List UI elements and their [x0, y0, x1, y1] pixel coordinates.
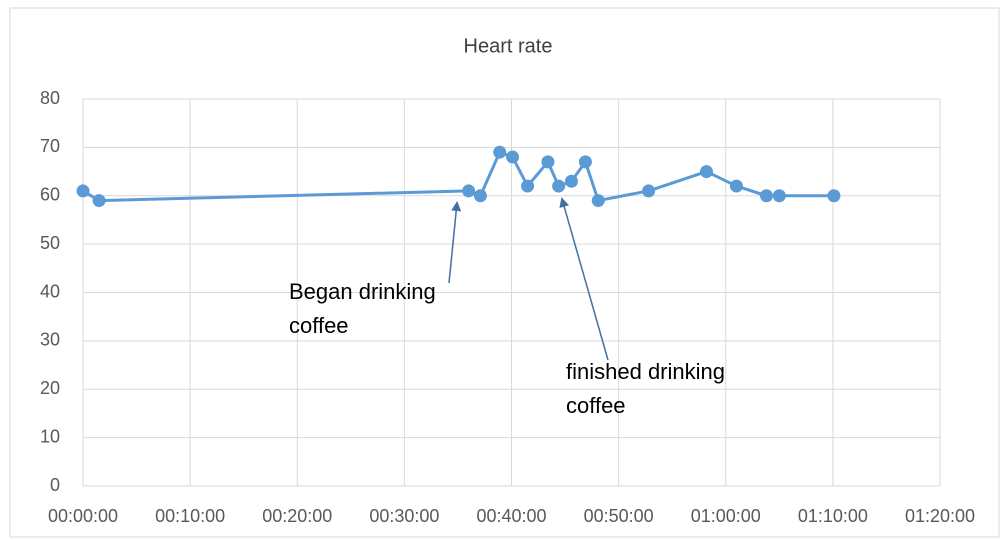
y-tick-label: 80 [40, 88, 60, 108]
x-tick-label: 01:10:00 [798, 506, 868, 526]
data-point [729, 179, 743, 193]
y-tick-label: 40 [40, 281, 60, 301]
data-point [578, 155, 592, 169]
data-point [506, 150, 520, 164]
data-point [541, 155, 555, 169]
data-point [521, 179, 535, 193]
y-tick-label: 50 [40, 233, 60, 253]
x-tick-label: 01:20:00 [905, 506, 975, 526]
data-point [591, 194, 605, 208]
annotation-arrow [448, 201, 462, 284]
data-point [699, 165, 713, 179]
data-point [92, 194, 106, 208]
y-tick-label: 0 [50, 475, 60, 495]
y-tick-label: 70 [40, 136, 60, 156]
data-point [473, 189, 487, 203]
data-point [772, 189, 786, 203]
x-tick-label: 00:10:00 [155, 506, 225, 526]
y-tick-label: 10 [40, 426, 60, 446]
annotation: Began drinking coffee [289, 279, 436, 338]
y-tick-label: 20 [40, 378, 60, 398]
annotation-arrow [559, 197, 609, 361]
x-tick-label: 00:30:00 [369, 506, 439, 526]
data-point [552, 179, 566, 193]
data-point [759, 189, 773, 203]
x-tick-label: 00:20:00 [262, 506, 332, 526]
x-tick-label: 00:00:00 [48, 506, 118, 526]
data-point [827, 189, 841, 203]
data-point [642, 184, 656, 198]
annotation: finished drinking coffee [566, 359, 725, 418]
grid: 0 10 20 30 40 50 60 70 80 00:00:00 00:10:00 00:20:0… [40, 88, 975, 526]
chart-border [9, 7, 1000, 538]
x-tick-label: 01:00:00 [691, 506, 761, 526]
x-tick-label: 00:40:00 [476, 506, 546, 526]
plot [76, 145, 841, 208]
chart-title: Heart rate [464, 35, 553, 57]
data-point [564, 174, 578, 188]
data-point [76, 184, 90, 198]
y-tick-label: 30 [40, 330, 60, 350]
data-point [493, 145, 507, 159]
data-point [462, 184, 476, 198]
y-tick-label: 60 [40, 185, 60, 205]
x-tick-label: 00:50:00 [584, 506, 654, 526]
